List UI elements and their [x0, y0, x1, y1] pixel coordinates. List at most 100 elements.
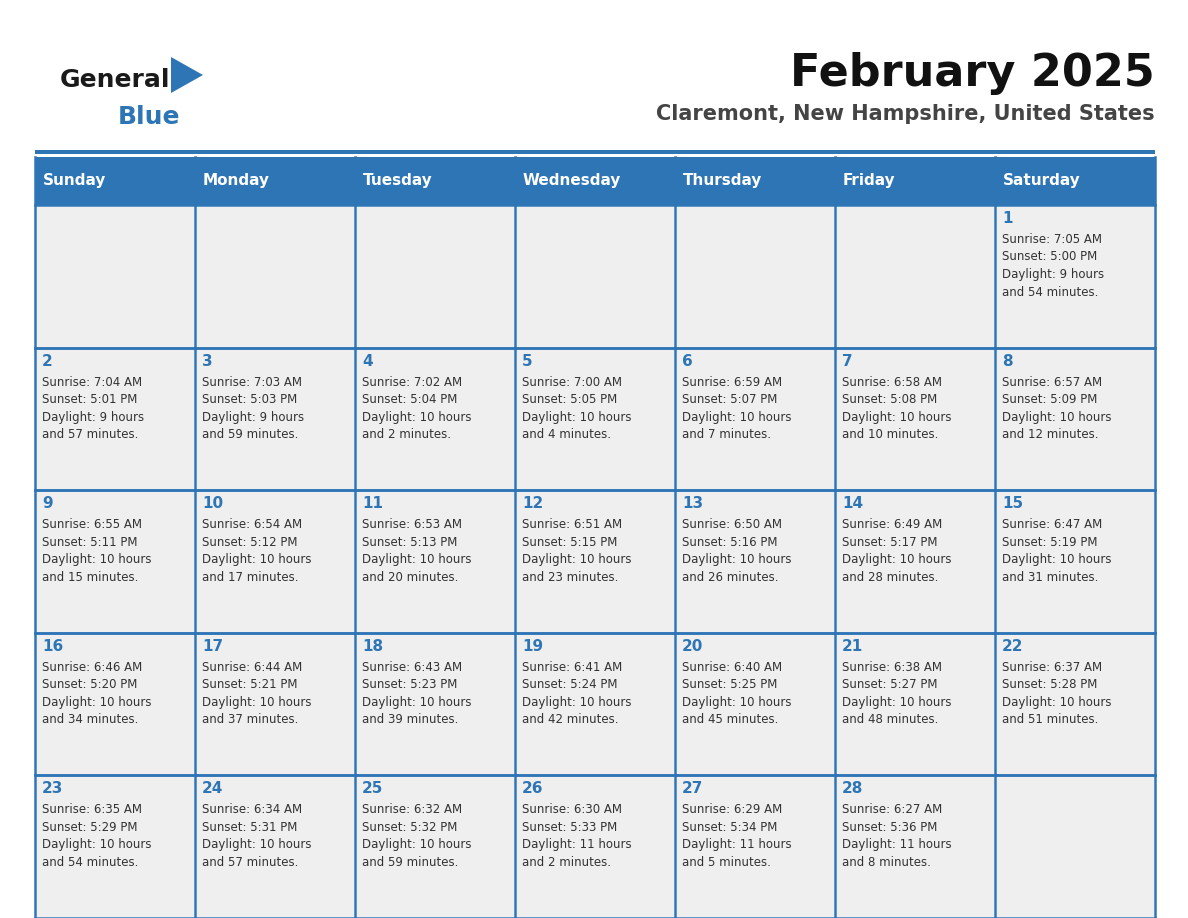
Text: 10: 10: [202, 497, 223, 511]
Bar: [516, 348, 675, 490]
Text: Sunrise: 6:40 AM
Sunset: 5:25 PM
Daylight: 10 hours
and 45 minutes.: Sunrise: 6:40 AM Sunset: 5:25 PM Dayligh…: [682, 661, 791, 726]
Text: February 2025: February 2025: [790, 52, 1155, 95]
Bar: [996, 776, 1155, 918]
Bar: [195, 348, 355, 490]
Bar: [835, 205, 996, 348]
Text: 23: 23: [42, 781, 63, 797]
Text: Sunrise: 6:44 AM
Sunset: 5:21 PM
Daylight: 10 hours
and 37 minutes.: Sunrise: 6:44 AM Sunset: 5:21 PM Dayligh…: [202, 661, 311, 726]
Text: 28: 28: [842, 781, 864, 797]
Text: 26: 26: [522, 781, 543, 797]
Text: Sunrise: 6:27 AM
Sunset: 5:36 PM
Daylight: 11 hours
and 8 minutes.: Sunrise: 6:27 AM Sunset: 5:36 PM Dayligh…: [842, 803, 952, 869]
Text: 9: 9: [42, 497, 52, 511]
Text: 16: 16: [42, 639, 63, 654]
Text: 12: 12: [522, 497, 543, 511]
Text: Sunrise: 6:57 AM
Sunset: 5:09 PM
Daylight: 10 hours
and 12 minutes.: Sunrise: 6:57 AM Sunset: 5:09 PM Dayligh…: [1001, 375, 1112, 442]
Text: Sunrise: 7:00 AM
Sunset: 5:05 PM
Daylight: 10 hours
and 4 minutes.: Sunrise: 7:00 AM Sunset: 5:05 PM Dayligh…: [522, 375, 632, 442]
Text: Sunday: Sunday: [43, 174, 107, 188]
Bar: [516, 633, 675, 776]
Text: 20: 20: [682, 639, 703, 654]
Text: 1: 1: [1001, 211, 1012, 226]
Text: 21: 21: [842, 639, 864, 654]
Bar: [835, 633, 996, 776]
Text: Sunrise: 6:32 AM
Sunset: 5:32 PM
Daylight: 10 hours
and 59 minutes.: Sunrise: 6:32 AM Sunset: 5:32 PM Dayligh…: [362, 803, 472, 869]
Bar: [996, 348, 1155, 490]
Text: Sunrise: 6:43 AM
Sunset: 5:23 PM
Daylight: 10 hours
and 39 minutes.: Sunrise: 6:43 AM Sunset: 5:23 PM Dayligh…: [362, 661, 472, 726]
Text: 24: 24: [202, 781, 223, 797]
Text: Sunrise: 6:51 AM
Sunset: 5:15 PM
Daylight: 10 hours
and 23 minutes.: Sunrise: 6:51 AM Sunset: 5:15 PM Dayligh…: [522, 518, 632, 584]
Bar: [34, 157, 1155, 205]
Text: 5: 5: [522, 353, 532, 369]
Text: Sunrise: 7:02 AM
Sunset: 5:04 PM
Daylight: 10 hours
and 2 minutes.: Sunrise: 7:02 AM Sunset: 5:04 PM Dayligh…: [362, 375, 472, 442]
Bar: [195, 205, 355, 348]
Bar: [835, 348, 996, 490]
Text: 15: 15: [1001, 497, 1023, 511]
Text: Saturday: Saturday: [1003, 174, 1081, 188]
Text: Sunrise: 6:34 AM
Sunset: 5:31 PM
Daylight: 10 hours
and 57 minutes.: Sunrise: 6:34 AM Sunset: 5:31 PM Dayligh…: [202, 803, 311, 869]
Text: General: General: [61, 68, 171, 92]
Bar: [516, 490, 675, 633]
Text: 4: 4: [362, 353, 373, 369]
Bar: [675, 633, 835, 776]
Text: Sunrise: 7:05 AM
Sunset: 5:00 PM
Daylight: 9 hours
and 54 minutes.: Sunrise: 7:05 AM Sunset: 5:00 PM Dayligh…: [1001, 233, 1104, 298]
Text: Sunrise: 6:50 AM
Sunset: 5:16 PM
Daylight: 10 hours
and 26 minutes.: Sunrise: 6:50 AM Sunset: 5:16 PM Dayligh…: [682, 518, 791, 584]
Text: 17: 17: [202, 639, 223, 654]
Text: Sunrise: 6:41 AM
Sunset: 5:24 PM
Daylight: 10 hours
and 42 minutes.: Sunrise: 6:41 AM Sunset: 5:24 PM Dayligh…: [522, 661, 632, 726]
Text: Sunrise: 6:46 AM
Sunset: 5:20 PM
Daylight: 10 hours
and 34 minutes.: Sunrise: 6:46 AM Sunset: 5:20 PM Dayligh…: [42, 661, 152, 726]
Text: Wednesday: Wednesday: [523, 174, 621, 188]
Bar: [835, 490, 996, 633]
Bar: [195, 633, 355, 776]
Bar: [34, 348, 195, 490]
Bar: [355, 348, 516, 490]
Bar: [34, 633, 195, 776]
Text: 3: 3: [202, 353, 213, 369]
Bar: [996, 490, 1155, 633]
Bar: [675, 490, 835, 633]
Text: Friday: Friday: [843, 174, 896, 188]
Text: Tuesday: Tuesday: [364, 174, 432, 188]
Text: Sunrise: 6:49 AM
Sunset: 5:17 PM
Daylight: 10 hours
and 28 minutes.: Sunrise: 6:49 AM Sunset: 5:17 PM Dayligh…: [842, 518, 952, 584]
Text: Sunrise: 6:54 AM
Sunset: 5:12 PM
Daylight: 10 hours
and 17 minutes.: Sunrise: 6:54 AM Sunset: 5:12 PM Dayligh…: [202, 518, 311, 584]
Bar: [675, 348, 835, 490]
Text: 2: 2: [42, 353, 52, 369]
Text: Sunrise: 7:03 AM
Sunset: 5:03 PM
Daylight: 9 hours
and 59 minutes.: Sunrise: 7:03 AM Sunset: 5:03 PM Dayligh…: [202, 375, 304, 442]
Text: 25: 25: [362, 781, 384, 797]
Bar: [34, 490, 195, 633]
Text: 13: 13: [682, 497, 703, 511]
Bar: [195, 490, 355, 633]
Text: Sunrise: 6:53 AM
Sunset: 5:13 PM
Daylight: 10 hours
and 20 minutes.: Sunrise: 6:53 AM Sunset: 5:13 PM Dayligh…: [362, 518, 472, 584]
Text: Sunrise: 6:47 AM
Sunset: 5:19 PM
Daylight: 10 hours
and 31 minutes.: Sunrise: 6:47 AM Sunset: 5:19 PM Dayligh…: [1001, 518, 1112, 584]
Text: Sunrise: 6:29 AM
Sunset: 5:34 PM
Daylight: 11 hours
and 5 minutes.: Sunrise: 6:29 AM Sunset: 5:34 PM Dayligh…: [682, 803, 791, 869]
Bar: [34, 205, 195, 348]
Bar: [996, 205, 1155, 348]
Text: 19: 19: [522, 639, 543, 654]
Text: 8: 8: [1001, 353, 1012, 369]
Polygon shape: [171, 57, 203, 93]
Text: Sunrise: 6:37 AM
Sunset: 5:28 PM
Daylight: 10 hours
and 51 minutes.: Sunrise: 6:37 AM Sunset: 5:28 PM Dayligh…: [1001, 661, 1112, 726]
Bar: [195, 776, 355, 918]
Text: Blue: Blue: [118, 105, 181, 129]
Bar: [355, 205, 516, 348]
Text: Sunrise: 7:04 AM
Sunset: 5:01 PM
Daylight: 9 hours
and 57 minutes.: Sunrise: 7:04 AM Sunset: 5:01 PM Dayligh…: [42, 375, 144, 442]
Bar: [675, 205, 835, 348]
Text: Sunrise: 6:59 AM
Sunset: 5:07 PM
Daylight: 10 hours
and 7 minutes.: Sunrise: 6:59 AM Sunset: 5:07 PM Dayligh…: [682, 375, 791, 442]
Bar: [355, 490, 516, 633]
Bar: [675, 776, 835, 918]
Text: 7: 7: [842, 353, 853, 369]
Bar: [516, 776, 675, 918]
Text: Sunrise: 6:58 AM
Sunset: 5:08 PM
Daylight: 10 hours
and 10 minutes.: Sunrise: 6:58 AM Sunset: 5:08 PM Dayligh…: [842, 375, 952, 442]
Bar: [516, 205, 675, 348]
Bar: [355, 776, 516, 918]
Bar: [34, 776, 195, 918]
Text: Sunrise: 6:35 AM
Sunset: 5:29 PM
Daylight: 10 hours
and 54 minutes.: Sunrise: 6:35 AM Sunset: 5:29 PM Dayligh…: [42, 803, 152, 869]
Text: Claremont, New Hampshire, United States: Claremont, New Hampshire, United States: [657, 104, 1155, 124]
Text: 11: 11: [362, 497, 383, 511]
Bar: [996, 633, 1155, 776]
Bar: [34, 150, 1155, 154]
Text: 18: 18: [362, 639, 383, 654]
Text: Monday: Monday: [203, 174, 270, 188]
Text: Sunrise: 6:38 AM
Sunset: 5:27 PM
Daylight: 10 hours
and 48 minutes.: Sunrise: 6:38 AM Sunset: 5:27 PM Dayligh…: [842, 661, 952, 726]
Bar: [835, 776, 996, 918]
Text: 6: 6: [682, 353, 693, 369]
Text: Sunrise: 6:30 AM
Sunset: 5:33 PM
Daylight: 11 hours
and 2 minutes.: Sunrise: 6:30 AM Sunset: 5:33 PM Dayligh…: [522, 803, 632, 869]
Text: Sunrise: 6:55 AM
Sunset: 5:11 PM
Daylight: 10 hours
and 15 minutes.: Sunrise: 6:55 AM Sunset: 5:11 PM Dayligh…: [42, 518, 152, 584]
